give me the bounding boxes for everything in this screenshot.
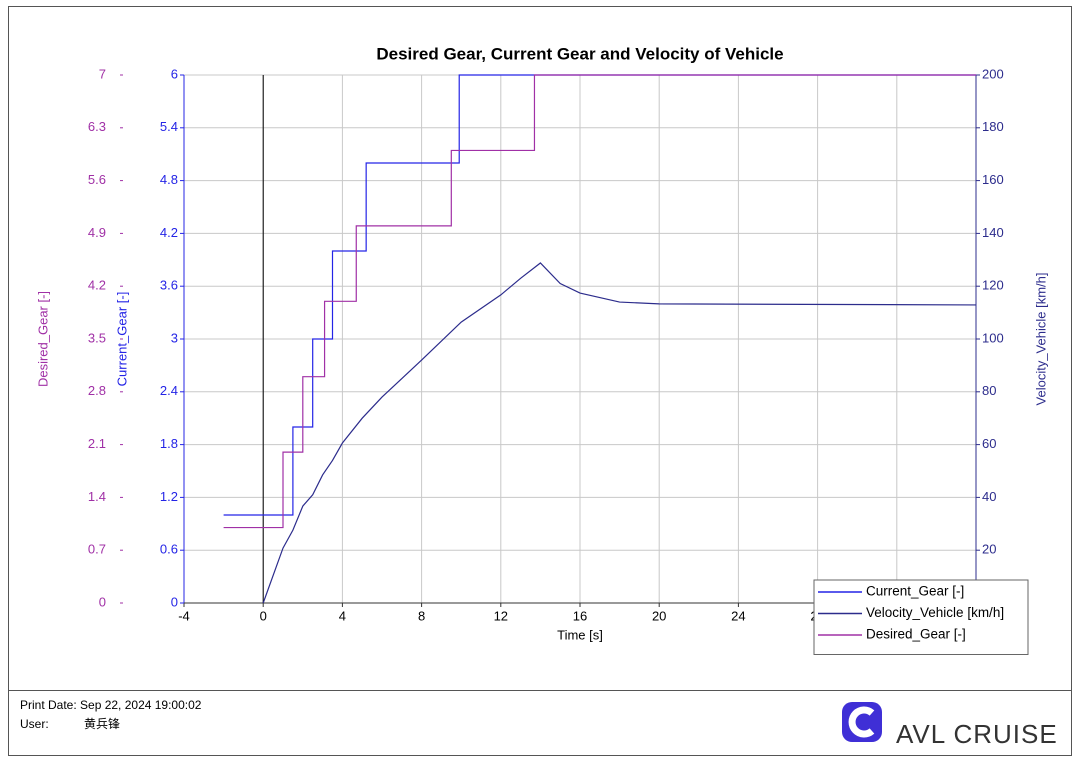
y3-tick-label: 2.1 xyxy=(88,436,106,451)
y2-tick-label: 140 xyxy=(982,225,1004,240)
y3-axis-label: Desired_Gear [-] xyxy=(35,291,50,387)
y2-tick-label: 80 xyxy=(982,383,996,398)
y-tick-label: 4.8 xyxy=(160,172,178,187)
y-tick-label: 6 xyxy=(171,66,178,81)
y3-tick-label: 7 xyxy=(99,66,106,81)
x-tick-label: 24 xyxy=(731,608,745,623)
y3-tick-label: 6.3 xyxy=(88,119,106,134)
y2-tick-label: 60 xyxy=(982,436,996,451)
y3-tick-label: 0 xyxy=(99,594,106,609)
y-tick-label: 1.8 xyxy=(160,436,178,451)
y-tick-label: 4.2 xyxy=(160,225,178,240)
y-tick-label: 0 xyxy=(171,594,178,609)
y3-tick-label: 2.8 xyxy=(88,383,106,398)
y2-tick-label: 40 xyxy=(982,489,996,504)
y2-tick-label: 180 xyxy=(982,119,1004,134)
chart-title: Desired Gear, Current Gear and Velocity … xyxy=(376,44,783,63)
series-line xyxy=(223,74,976,516)
x-tick-label: 12 xyxy=(494,608,508,623)
x-tick-label: 4 xyxy=(339,608,346,623)
brand: AVL CRUISE xyxy=(896,719,1058,749)
y-tick-label: 3.6 xyxy=(160,278,178,293)
print-date: Print Date: Sep 22, 2024 19:00:02 xyxy=(20,698,202,712)
y2-tick-label: 200 xyxy=(982,66,1004,81)
x-tick-label: 8 xyxy=(418,608,425,623)
legend-label: Desired_Gear [-] xyxy=(866,627,966,642)
y3-tick-label: 0.7 xyxy=(88,542,106,557)
y3-tick-label: 4.2 xyxy=(88,278,106,293)
y-tick-label: 2.4 xyxy=(160,383,178,398)
x-tick-label: 16 xyxy=(573,608,587,623)
legend-label: Current_Gear [-] xyxy=(866,584,964,599)
y3-tick-label: 5.6 xyxy=(88,172,106,187)
y2-tick-label: 160 xyxy=(982,172,1004,187)
y-tick-label: 0.6 xyxy=(160,542,178,557)
y3-tick-label: 4.9 xyxy=(88,225,106,240)
x-tick-label: -4 xyxy=(178,608,190,623)
x-tick-label: 0 xyxy=(260,608,267,623)
legend-label: Velocity_Vehicle [km/h] xyxy=(866,605,1004,620)
user-name: 黄兵锋 xyxy=(84,717,120,731)
y2-tick-label: 20 xyxy=(982,542,996,557)
y-tick-label: 5.4 xyxy=(160,119,178,134)
user-label: User: xyxy=(20,717,49,731)
y-tick-label: 3 xyxy=(171,330,178,345)
y3-tick-label: 1.4 xyxy=(88,489,106,504)
y2-axis-label: Velocity_Vehicle [km/h] xyxy=(1033,273,1048,406)
y-tick-label: 1.2 xyxy=(160,489,178,504)
y3-tick-label: 3.5 xyxy=(88,330,106,345)
series-line xyxy=(223,74,976,529)
y2-tick-label: 120 xyxy=(982,278,1004,293)
series-line xyxy=(262,262,977,604)
x-axis-label: Time [s] xyxy=(557,627,603,642)
logo-icon xyxy=(842,702,882,742)
x-tick-label: 20 xyxy=(652,608,666,623)
y2-tick-label: 100 xyxy=(982,330,1004,345)
